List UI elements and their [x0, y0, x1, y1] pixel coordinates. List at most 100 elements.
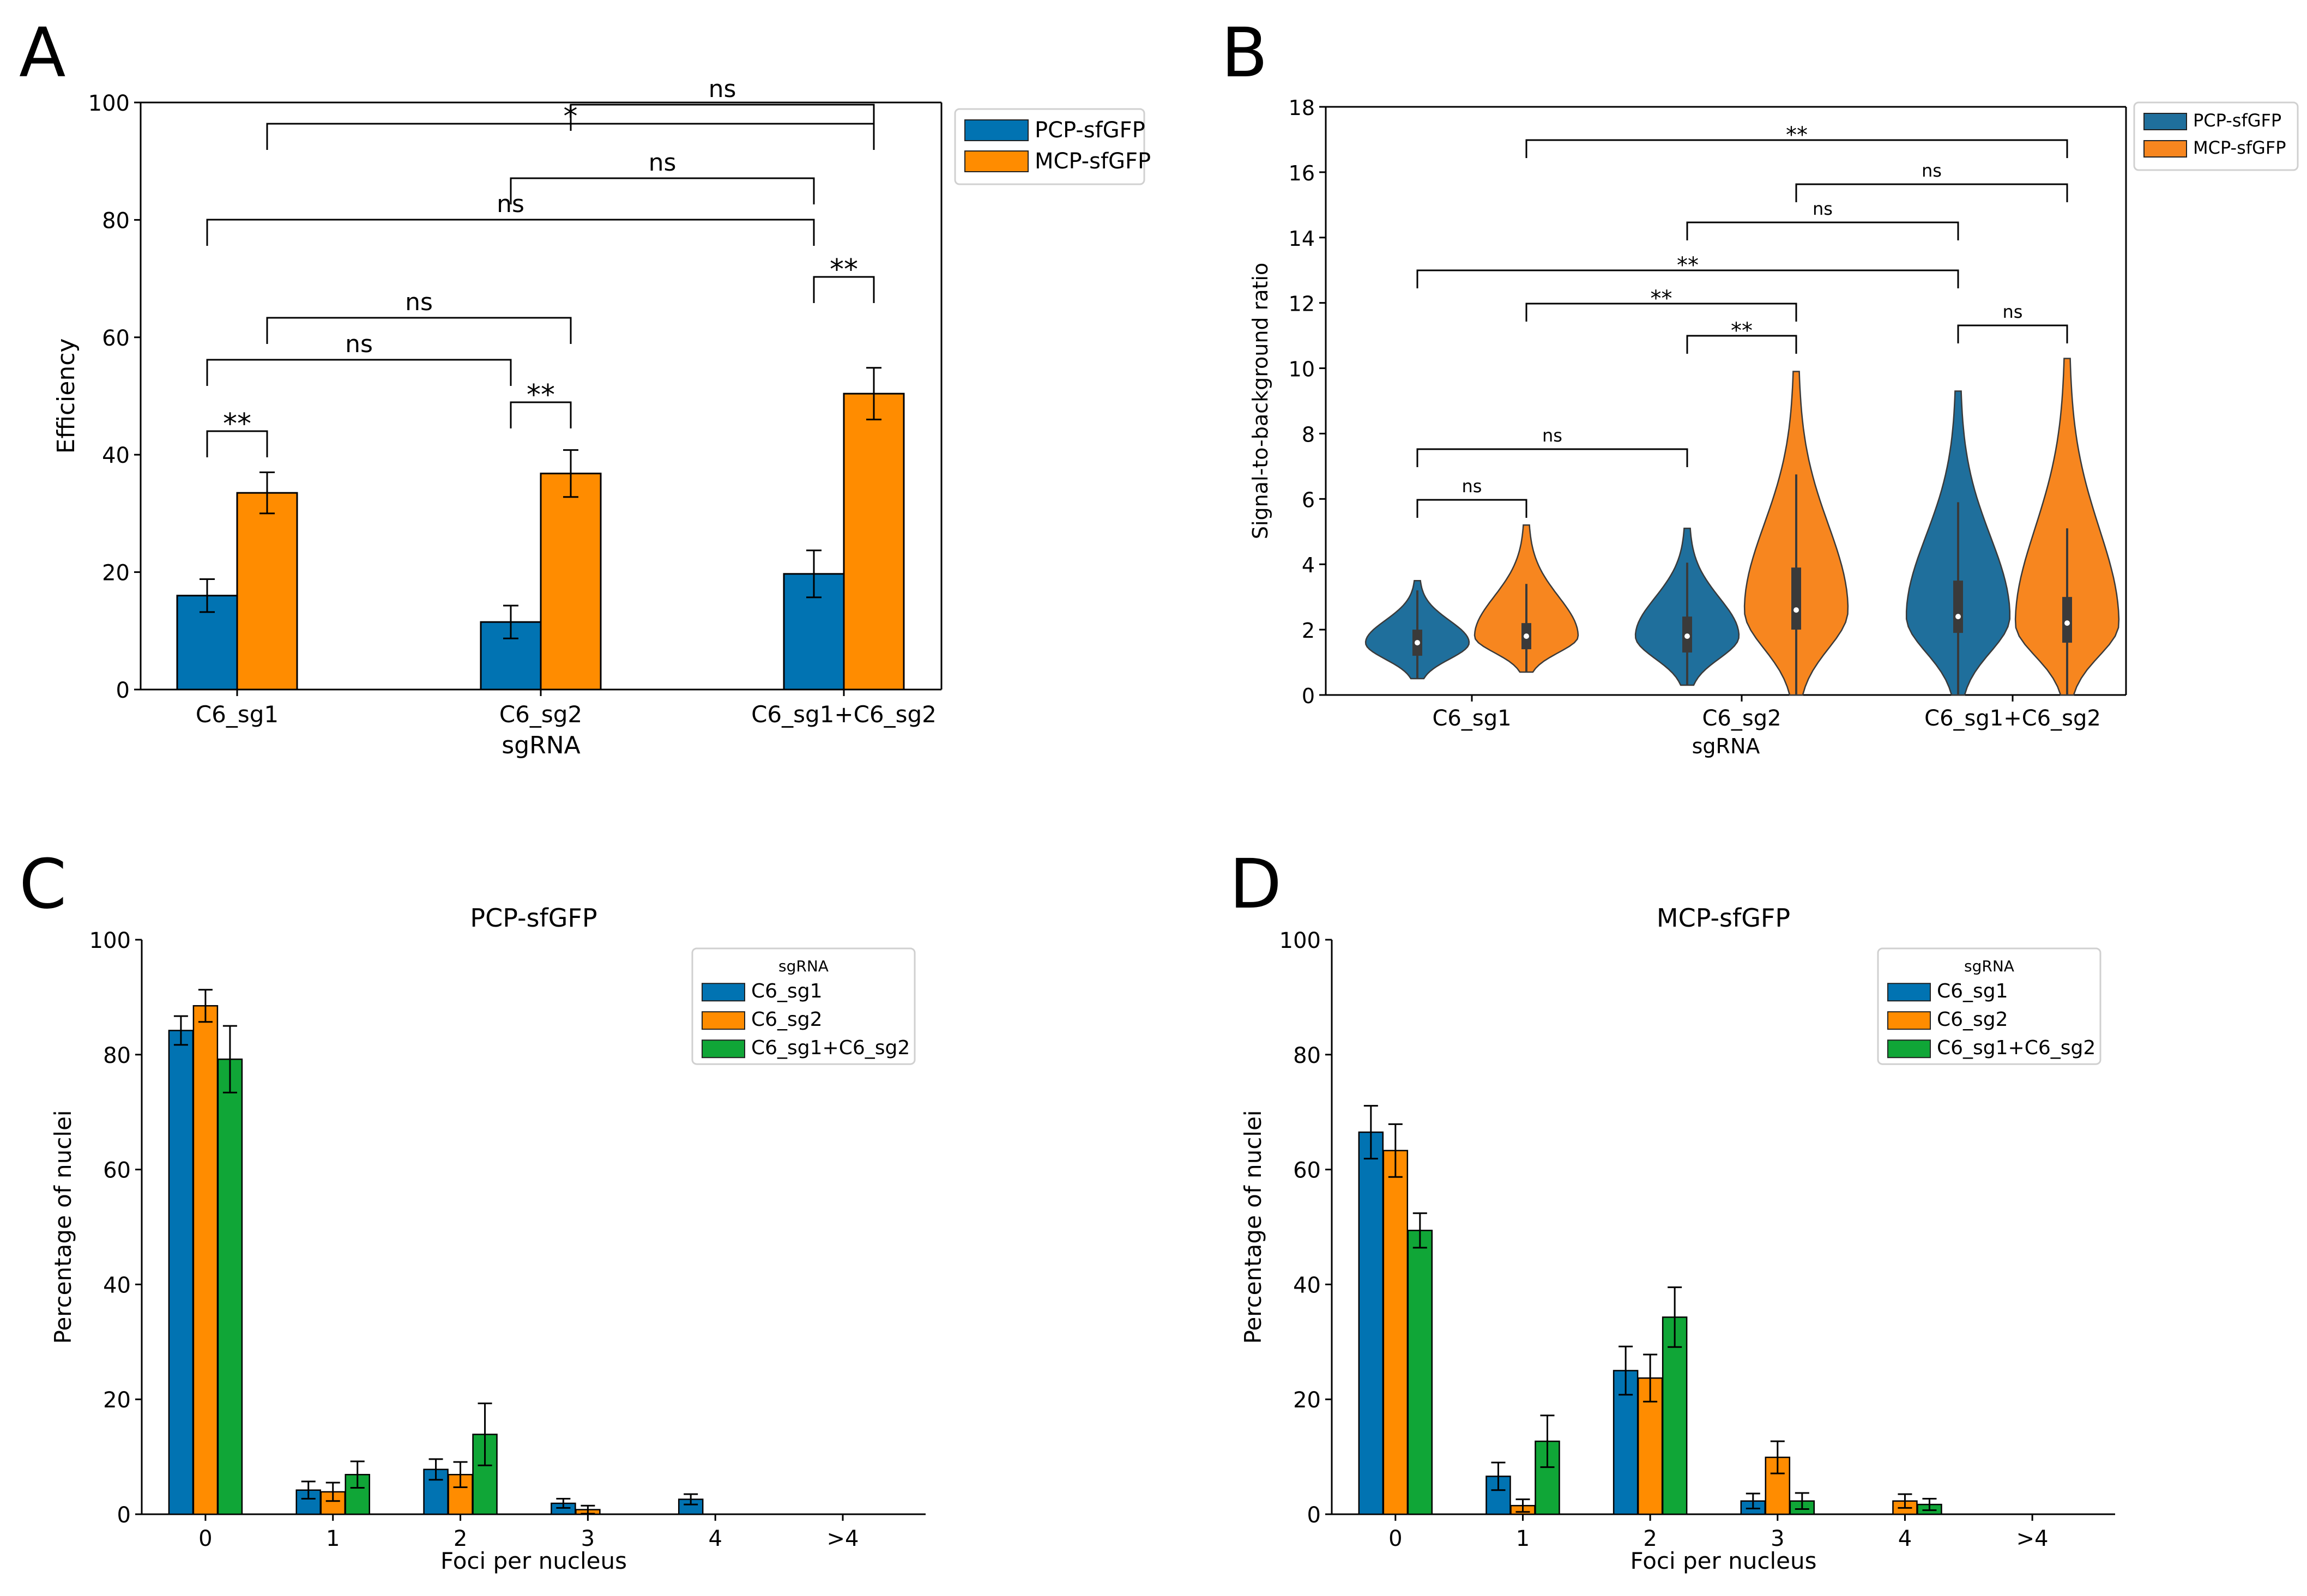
y-tick-label: 2	[1302, 619, 1315, 643]
legend-swatch-c6-sg1	[702, 983, 745, 1002]
bar-c6-sg1-c6-sg2-0	[217, 1058, 243, 1515]
significance-bracket	[206, 219, 815, 246]
y-tick-label: 100	[1279, 928, 1321, 953]
error-bar	[1898, 1493, 1912, 1509]
error-bar	[806, 549, 822, 598]
y-axis-label: Percentage of nuclei	[1240, 1110, 1266, 1344]
x-tick-label-0: 0	[198, 1526, 212, 1551]
y-tick-label: 6	[1302, 488, 1315, 512]
y-tick-label: 20	[103, 1388, 131, 1413]
x-tick-label-4: 4	[708, 1526, 722, 1551]
y-axis-label: Percentage of nuclei	[50, 1110, 76, 1344]
error-bar	[1491, 1461, 1506, 1491]
significance-bracket	[1525, 303, 1797, 322]
legend-title: sgRNA	[1964, 957, 2014, 975]
y-axis-label: Signal-to-background ratio	[1248, 263, 1272, 539]
error-bar	[1668, 1286, 1682, 1348]
error-bar	[259, 471, 275, 515]
panel-letter-c: C	[19, 845, 67, 924]
significance-bracket-label: ns	[1542, 425, 1562, 446]
legend-swatch-mcp-sfgfp	[964, 150, 1029, 172]
y-tick-label: 60	[103, 1158, 131, 1183]
bar-c6-sg2-0	[192, 1005, 219, 1515]
x-tick-label-c6-sg2: C6_sg2	[499, 701, 582, 728]
violin-iqr-box	[1791, 567, 1801, 630]
significance-bracket	[1416, 499, 1527, 518]
significance-bracket-label: **	[223, 408, 251, 440]
y-tick-label: 0	[116, 678, 130, 703]
y-tick-label: 12	[1289, 292, 1315, 316]
violin-median	[1524, 633, 1529, 639]
y-tick-label: 80	[102, 208, 130, 233]
x-tick-label-3: 3	[581, 1526, 595, 1551]
error-bar	[866, 367, 881, 421]
significance-bracket-label: **	[1651, 286, 1672, 311]
legend-swatch-c6-sg1-c6-sg2	[1887, 1039, 1931, 1059]
violin-median	[1955, 614, 1961, 620]
error-bar	[1515, 1498, 1530, 1513]
legend-swatch-c6-sg1	[1887, 983, 1931, 1002]
legend-label-c6-sg2: C6_sg2	[751, 1008, 823, 1031]
chart-title: PCP-sfGFP	[470, 903, 597, 933]
significance-bracket	[206, 359, 512, 386]
legend-label-pcp-sfgfp: PCP-sfGFP	[2193, 110, 2281, 131]
legend-swatch-c6-sg2	[702, 1011, 745, 1030]
y-tick-label: 60	[1293, 1158, 1321, 1183]
error-bar	[563, 449, 578, 498]
error-bar	[173, 1015, 188, 1046]
legend-label-c6-sg1-c6-sg2: C6_sg1+C6_sg2	[1937, 1037, 2095, 1059]
significance-bracket-label: ns	[649, 149, 677, 177]
violin-median	[1793, 607, 1799, 613]
legend-swatch-pcp-sfgfp	[964, 119, 1029, 141]
y-tick-label: 60	[102, 326, 130, 351]
y-tick-label: 100	[89, 928, 131, 953]
y-tick-label: 4	[1302, 553, 1315, 577]
legend-label-pcp-sfgfp: PCP-sfGFP	[1035, 118, 1145, 143]
error-bar	[350, 1460, 365, 1489]
significance-bracket-label: **	[1677, 253, 1699, 278]
chart-title: MCP-sfGFP	[1657, 903, 1790, 933]
legend-label-c6-sg2: C6_sg2	[1937, 1008, 2008, 1031]
legend-label-mcp-sfgfp: MCP-sfGFP	[2193, 137, 2286, 158]
y-tick-label: 20	[1293, 1388, 1321, 1413]
violin-median	[2064, 620, 2070, 626]
significance-bracket	[1416, 448, 1688, 467]
error-bar	[301, 1480, 316, 1500]
legend-swatch-pcp-sfgfp	[2143, 113, 2187, 130]
significance-bracket	[510, 401, 572, 428]
x-axis-label: Foci per nucleus	[440, 1547, 627, 1574]
violin-iqr-box	[1953, 581, 1963, 633]
significance-bracket-label: **	[830, 253, 858, 286]
y-tick-label: 8	[1302, 422, 1315, 446]
error-bar	[1643, 1353, 1658, 1402]
bar-c6-sg1-c6-sg2-2	[1662, 1316, 1688, 1515]
y-tick-label: 40	[1293, 1273, 1321, 1298]
significance-bracket	[1957, 324, 2068, 343]
y-tick-label: 0	[117, 1503, 131, 1528]
x-tick-label-4: >4	[2016, 1526, 2049, 1551]
panel-letter-a: A	[19, 14, 66, 93]
y-tick-label: 10	[1289, 358, 1315, 382]
significance-bracket	[570, 104, 875, 131]
x-tick-label-1: 1	[1516, 1526, 1530, 1551]
x-tick-label-2: 2	[1643, 1526, 1657, 1551]
legend-label-c6-sg1: C6_sg1	[751, 980, 823, 1002]
error-bar	[325, 1482, 340, 1502]
x-tick-label-2: 2	[454, 1526, 467, 1551]
y-tick-label: 14	[1289, 227, 1315, 251]
x-axis-label: sgRNA	[1692, 734, 1760, 758]
error-bar	[684, 1493, 698, 1506]
x-tick-label-4: 4	[1898, 1526, 1912, 1551]
significance-bracket-label: ns	[1813, 198, 1833, 219]
significance-bracket	[206, 430, 268, 457]
violin-median	[1684, 633, 1690, 639]
significance-bracket-label: **	[1786, 123, 1808, 148]
violin-median	[1415, 640, 1420, 646]
error-bar	[1363, 1105, 1378, 1160]
error-bar	[428, 1458, 443, 1481]
error-bar	[478, 1402, 492, 1466]
legend-title: sgRNA	[778, 957, 829, 975]
